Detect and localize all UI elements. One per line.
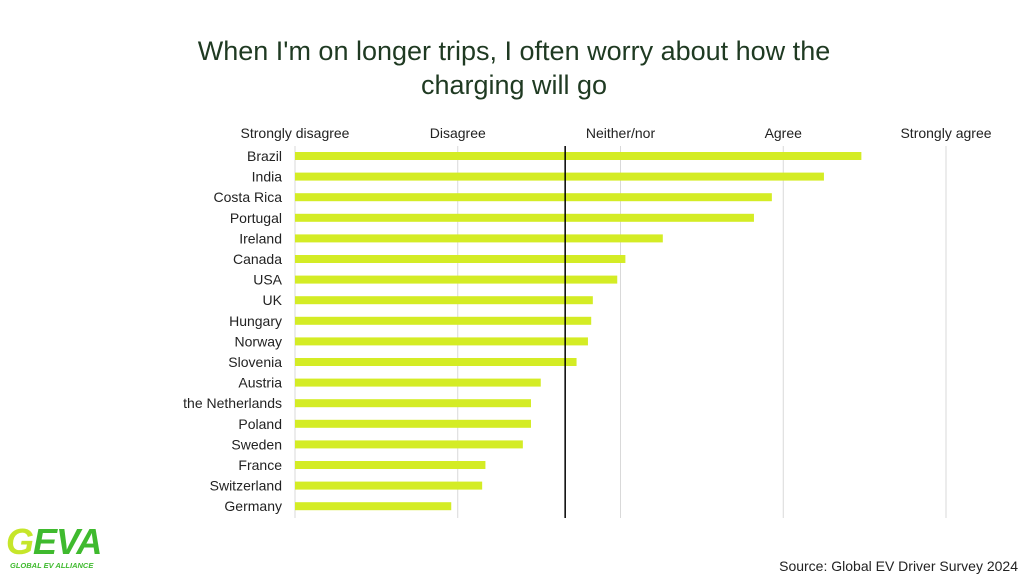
category-label: Switzerland xyxy=(210,478,282,494)
category-label: Norway xyxy=(235,333,282,349)
bars xyxy=(295,152,862,511)
category-label: Portugal xyxy=(230,210,282,226)
bar xyxy=(295,296,593,305)
x-tick-label: Strongly agree xyxy=(900,125,991,141)
y-axis-category-labels: Brazil India Costa Rica Portugal Ireland Cana… xyxy=(183,148,283,514)
source-note: Source: Global EV Driver Survey 2024 xyxy=(779,558,1018,574)
category-label: UK xyxy=(263,292,283,308)
gridlines xyxy=(294,146,947,518)
category-label: Austria xyxy=(238,375,282,391)
x-tick-label: Agree xyxy=(765,125,803,141)
logo-letters-eva: EVA xyxy=(33,521,102,562)
category-label: Germany xyxy=(224,498,282,514)
chart-title-line-2: charging will go xyxy=(420,70,608,100)
bar xyxy=(295,378,541,387)
category-label: Ireland xyxy=(239,230,282,246)
logo-wordmark: GEVA xyxy=(6,521,102,562)
bar xyxy=(295,419,531,428)
category-label: Canada xyxy=(233,251,282,267)
x-tick-label: Neither/nor xyxy=(586,125,656,141)
bar xyxy=(295,337,588,346)
category-label: Slovenia xyxy=(228,354,282,370)
bar xyxy=(295,275,618,284)
bar xyxy=(295,399,531,408)
category-label: Poland xyxy=(238,416,282,432)
x-tick-label: Disagree xyxy=(430,125,486,141)
category-label: India xyxy=(252,169,283,185)
bar xyxy=(295,234,663,243)
geva-logo: GEVA GLOBAL EV ALLIANCE xyxy=(6,522,128,576)
chart-title-line-1: When I'm on longer trips, I often worry … xyxy=(197,36,831,66)
category-label: France xyxy=(238,457,282,473)
logo-subtitle: GLOBAL EV ALLIANCE xyxy=(10,561,94,570)
bar xyxy=(295,255,626,263)
bar xyxy=(295,316,592,325)
category-label: Hungary xyxy=(229,313,282,329)
x-axis-tick-labels: Strongly disagree Disagree Neither/nor Agre… xyxy=(241,125,992,141)
bar xyxy=(295,193,772,202)
bar xyxy=(295,172,824,181)
category-label: Costa Rica xyxy=(214,189,283,205)
bar xyxy=(295,502,452,511)
bar xyxy=(295,481,483,490)
x-tick-label: Strongly disagree xyxy=(241,125,350,141)
bar xyxy=(295,440,523,449)
bar xyxy=(295,213,754,222)
bar xyxy=(295,358,577,366)
category-label: the Netherlands xyxy=(183,395,282,411)
chart-title: When I'm on longer trips, I often worry … xyxy=(0,34,1028,102)
category-label: Sweden xyxy=(231,436,282,452)
logo-letter-g: G xyxy=(6,521,34,562)
category-label: USA xyxy=(253,272,282,288)
category-label: Brazil xyxy=(247,148,282,164)
bar xyxy=(295,152,862,160)
bar xyxy=(295,461,486,469)
